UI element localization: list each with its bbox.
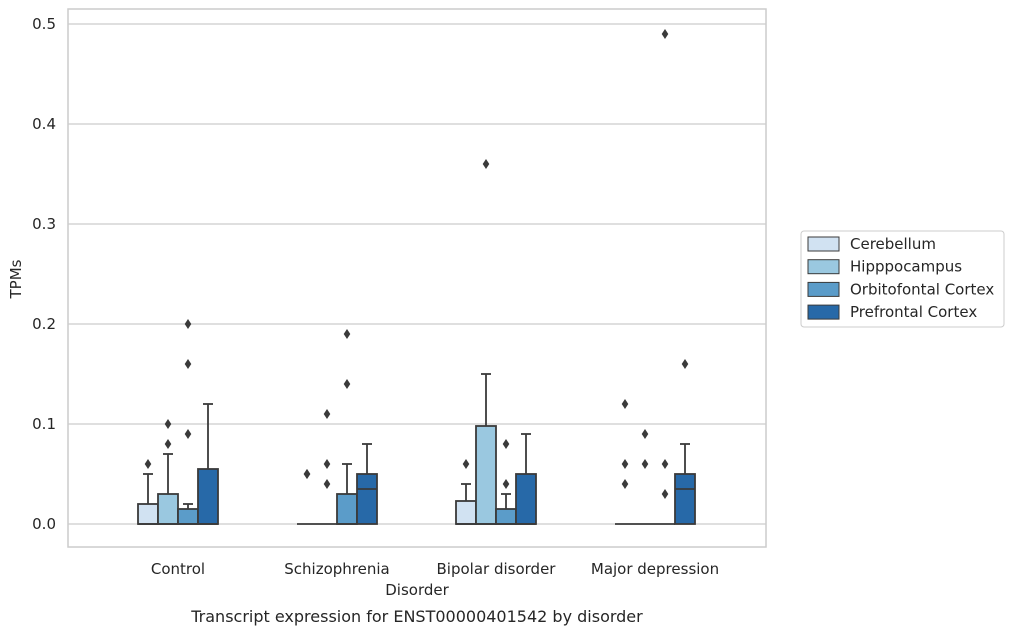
box-cerebellum	[615, 399, 635, 525]
plot-frame	[67, 8, 767, 548]
legend-label: Prefrontal Cortex	[850, 303, 977, 321]
box-hipppocampus	[317, 409, 337, 525]
legend-swatch	[807, 236, 840, 252]
box-hipppocampus	[157, 419, 179, 525]
outlier-point	[184, 429, 192, 439]
outlier-point	[323, 409, 331, 419]
x-tick-label: Control	[151, 560, 205, 578]
legend-label: Orbitofontal Cortex	[850, 280, 994, 298]
box-prefrontal-cortex	[356, 443, 378, 525]
outlier-point	[164, 419, 172, 429]
boxes	[137, 29, 696, 525]
x-axis-ticks: Control Schizophrenia Bipolar disorder Majo…	[151, 560, 719, 578]
outlier-point	[323, 459, 331, 469]
y-tick-label: 0.5	[32, 15, 56, 33]
box-prefrontal-cortex	[515, 433, 537, 525]
box-iqr	[137, 503, 159, 525]
box-iqr	[177, 508, 199, 525]
box-cerebellum	[455, 459, 477, 525]
outlier-point	[184, 359, 192, 369]
box-hipppocampus	[635, 429, 655, 525]
outlier-point	[502, 479, 510, 489]
outlier-point	[303, 469, 311, 479]
y-axis-ticks: 0.0 0.1 0.2 0.3 0.4 0.5	[32, 15, 56, 533]
y-tick-label: 0.3	[32, 215, 56, 233]
legend-frame	[800, 230, 1005, 328]
outlier-point	[184, 319, 192, 329]
y-tick-label: 0.4	[32, 115, 56, 133]
box-orbitofontal-cortex	[177, 319, 199, 525]
legend-swatch	[807, 259, 840, 275]
y-tick-label: 0.1	[32, 415, 56, 433]
outlier-point	[323, 479, 331, 489]
y-tick-label: 0.0	[32, 515, 56, 533]
legend-label: Hipppocampus	[850, 258, 962, 276]
outlier-point	[343, 379, 351, 389]
outlier-point	[502, 439, 510, 449]
outlier-point	[343, 329, 351, 339]
legend-swatch	[807, 281, 840, 297]
outlier-point	[641, 459, 649, 469]
box-orbitofontal-cortex	[336, 329, 358, 525]
outlier-point	[621, 459, 629, 469]
outlier-point	[462, 459, 470, 469]
x-axis-label: Disorder	[385, 581, 449, 599]
box-cerebellum	[137, 459, 159, 525]
outlier-point	[621, 479, 629, 489]
box-iqr	[336, 493, 358, 525]
box-orbitofontal-cortex	[495, 439, 517, 525]
outlier-point	[641, 429, 649, 439]
x-tick-label: Bipolar disorder	[437, 560, 557, 578]
legend-label: Cerebellum	[850, 235, 936, 253]
legend-swatch	[807, 304, 840, 320]
outlier-point	[661, 459, 669, 469]
box-iqr	[475, 425, 497, 525]
outlier-point	[661, 489, 669, 499]
outlier-point	[164, 439, 172, 449]
outlier-point	[681, 359, 689, 369]
box-orbitofontal-cortex	[655, 29, 675, 525]
box-iqr	[495, 508, 517, 525]
box-prefrontal-cortex	[674, 359, 696, 525]
x-tick-label: Major depression	[591, 560, 719, 578]
outlier-point	[144, 459, 152, 469]
figure-caption: Transcript expression for ENST0000040154…	[190, 607, 643, 626]
box-prefrontal-cortex	[197, 403, 219, 525]
box-iqr	[356, 473, 378, 525]
box-iqr	[515, 473, 537, 525]
outlier-point	[621, 399, 629, 409]
outlier-point	[661, 29, 669, 39]
y-tick-label: 0.2	[32, 315, 56, 333]
y-axis-label: TPMs	[7, 259, 25, 299]
box-hipppocampus	[475, 159, 497, 525]
legend: Cerebellum Hipppocampus Orbitofontal Corte…	[800, 230, 1005, 328]
outlier-point	[482, 159, 490, 169]
x-tick-label: Schizophrenia	[284, 560, 389, 578]
box-iqr	[674, 473, 696, 525]
gridlines	[68, 23, 766, 525]
box-cerebellum	[297, 469, 317, 525]
box-iqr	[455, 500, 477, 525]
box-iqr	[197, 468, 219, 525]
box-iqr	[157, 493, 179, 525]
